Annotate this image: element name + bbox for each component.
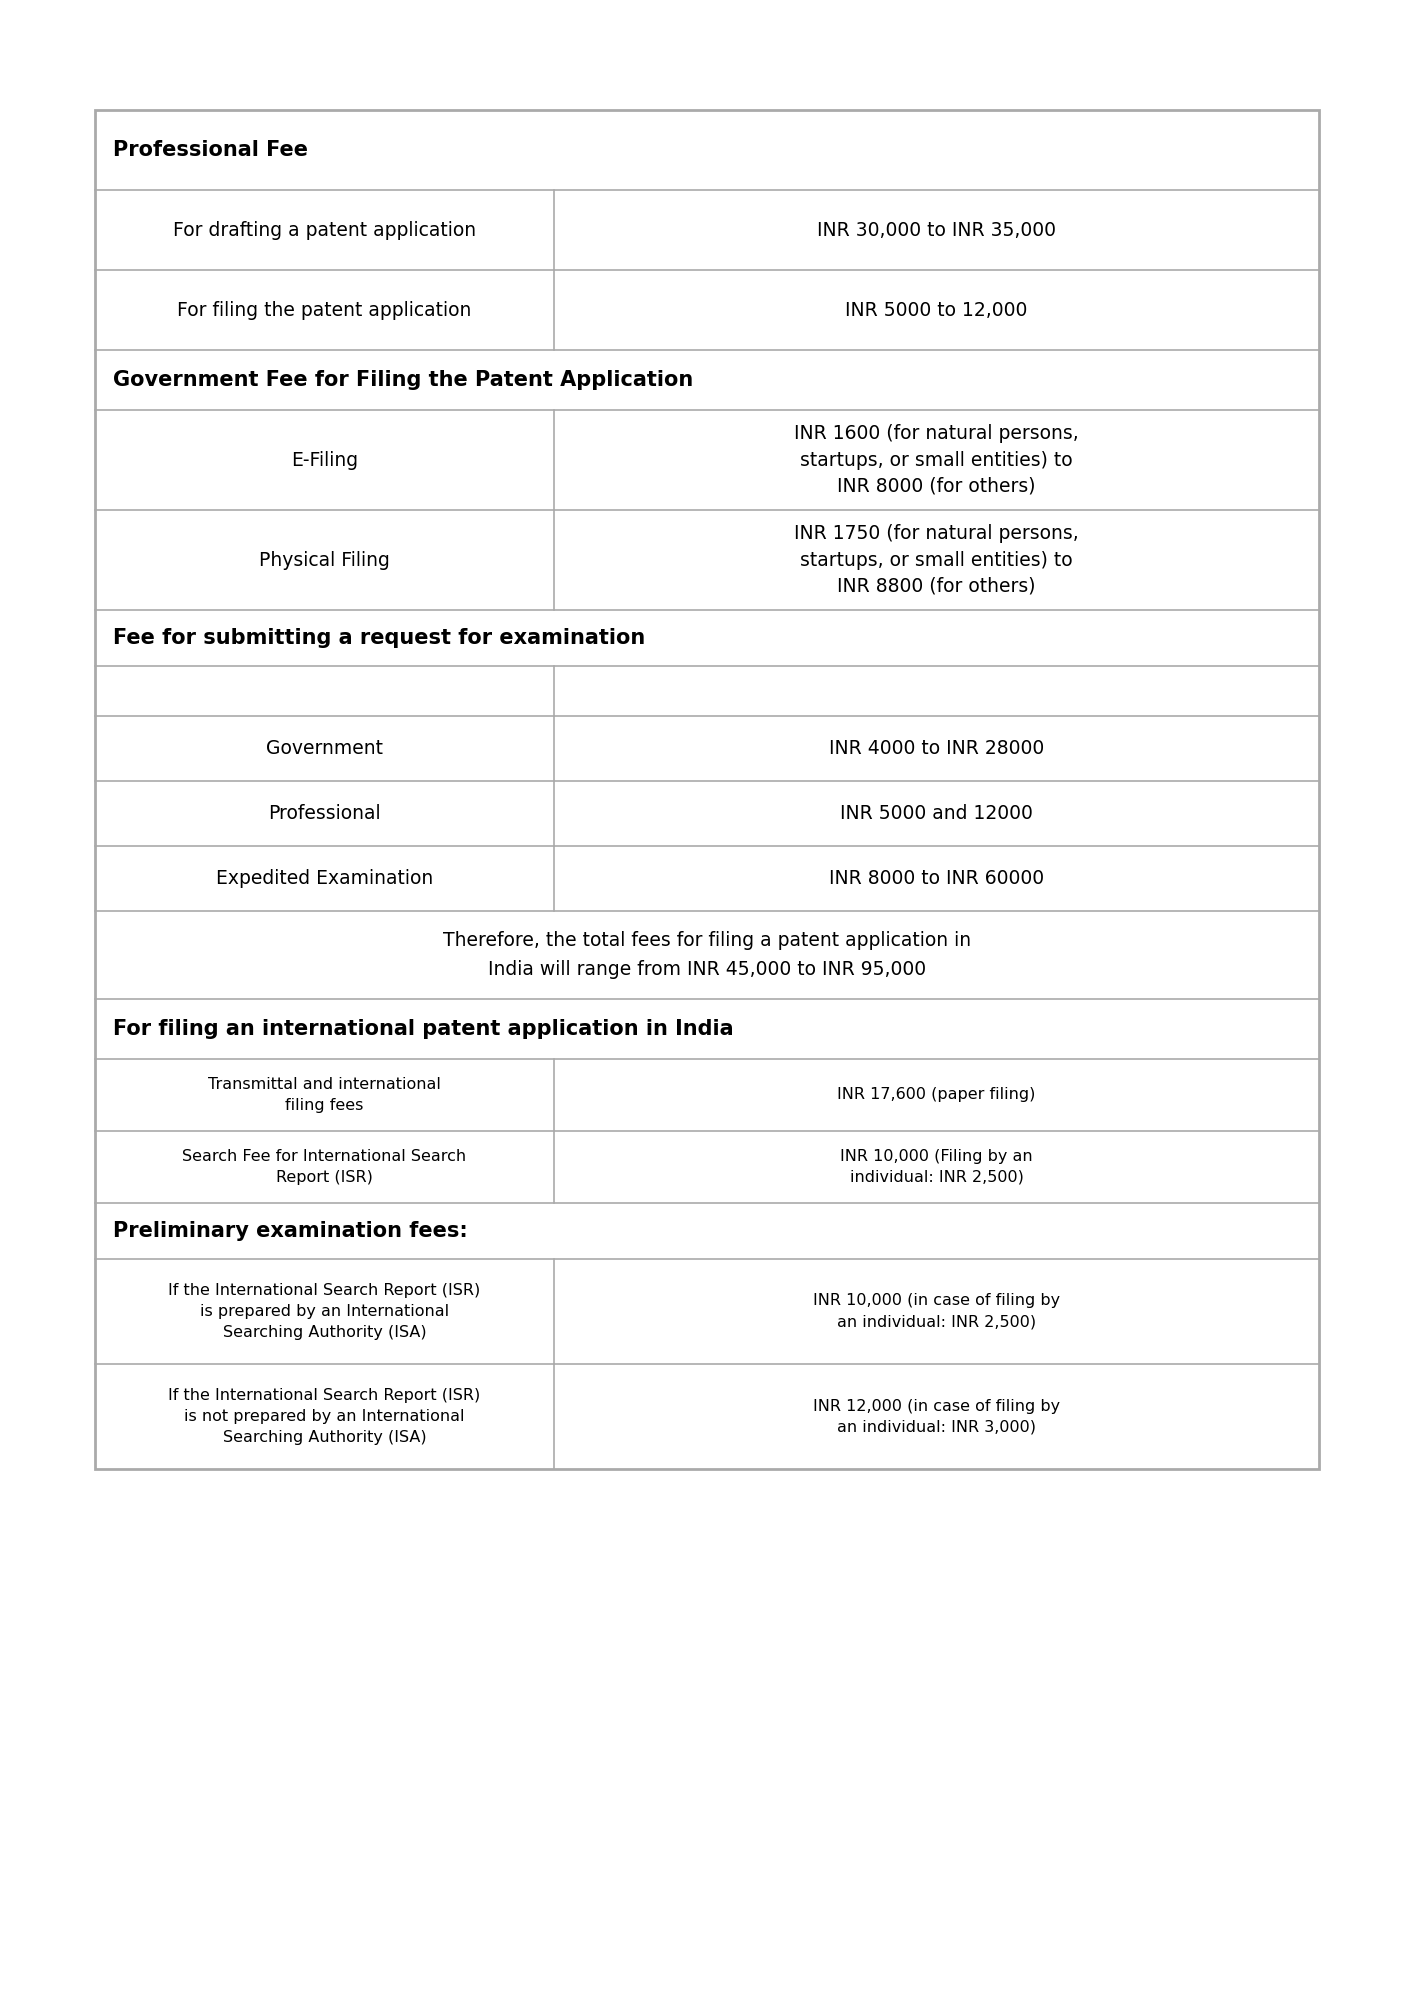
Text: Search Fee for International Search
Report (ISR): Search Fee for International Search Repo… xyxy=(182,1148,467,1184)
Text: Professional Fee: Professional Fee xyxy=(113,140,308,160)
Text: For filing an international patent application in India: For filing an international patent appli… xyxy=(113,1020,734,1040)
Text: INR 5000 to 12,000: INR 5000 to 12,000 xyxy=(846,300,1028,320)
Text: INR 4000 to INR 28000: INR 4000 to INR 28000 xyxy=(829,738,1044,758)
Text: INR 1750 (for natural persons,
startups, or small entities) to
INR 8800 (for oth: INR 1750 (for natural persons, startups,… xyxy=(795,524,1079,596)
Text: INR 10,000 (in case of filing by
an individual: INR 2,500): INR 10,000 (in case of filing by an indi… xyxy=(813,1294,1060,1330)
Text: If the International Search Report (ISR)
is not prepared by an International
Sea: If the International Search Report (ISR)… xyxy=(168,1388,481,1444)
Text: Expedited Examination: Expedited Examination xyxy=(216,868,433,888)
Text: Physical Filing: Physical Filing xyxy=(259,550,390,570)
Text: INR 1600 (for natural persons,
startups, or small entities) to
INR 8000 (for oth: INR 1600 (for natural persons, startups,… xyxy=(795,424,1079,496)
Text: Fee for submitting a request for examination: Fee for submitting a request for examina… xyxy=(113,628,645,648)
Text: INR 10,000 (Filing by an
individual: INR 2,500): INR 10,000 (Filing by an individual: INR… xyxy=(840,1148,1032,1184)
Text: For drafting a patent application: For drafting a patent application xyxy=(173,220,477,240)
Text: INR 5000 and 12000: INR 5000 and 12000 xyxy=(840,804,1034,824)
Bar xyxy=(95,110,1319,1468)
Text: INR 17,600 (paper filing): INR 17,600 (paper filing) xyxy=(837,1088,1035,1102)
Text: Government Fee for Filing the Patent Application: Government Fee for Filing the Patent App… xyxy=(113,370,693,390)
Text: Preliminary examination fees:: Preliminary examination fees: xyxy=(113,1220,468,1240)
Text: Government: Government xyxy=(266,738,383,758)
Text: If the International Search Report (ISR)
is prepared by an International
Searchi: If the International Search Report (ISR)… xyxy=(168,1284,481,1340)
Text: INR 12,000 (in case of filing by
an individual: INR 3,000): INR 12,000 (in case of filing by an indi… xyxy=(813,1398,1060,1434)
Text: Professional: Professional xyxy=(269,804,380,824)
Text: INR 8000 to INR 60000: INR 8000 to INR 60000 xyxy=(829,868,1044,888)
Text: INR 30,000 to INR 35,000: INR 30,000 to INR 35,000 xyxy=(817,220,1056,240)
Text: For filing the patent application: For filing the patent application xyxy=(177,300,472,320)
Text: E-Filing: E-Filing xyxy=(291,450,358,470)
Text: Therefore, the total fees for filing a patent application in
India will range fr: Therefore, the total fees for filing a p… xyxy=(443,930,971,980)
Text: Transmittal and international
filing fees: Transmittal and international filing fee… xyxy=(208,1076,441,1112)
